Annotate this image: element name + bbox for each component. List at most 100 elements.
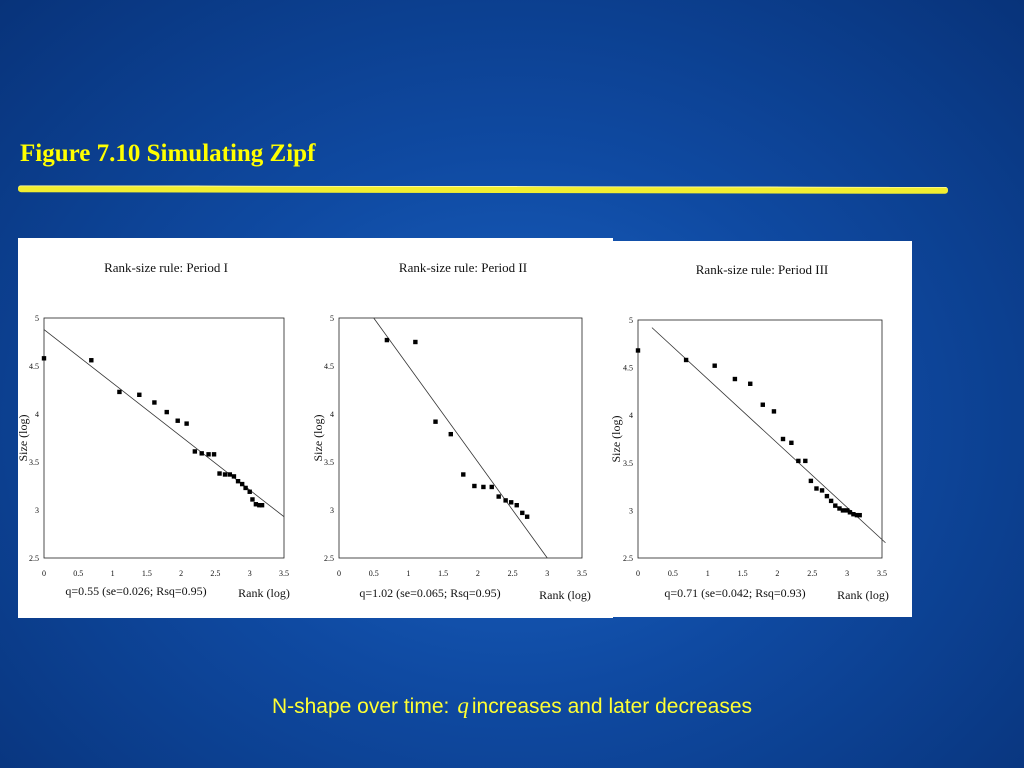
x-axis-label: Rank (log) (238, 586, 290, 600)
data-point (732, 376, 738, 382)
x-tick-label: 2 (179, 569, 183, 578)
data-point (243, 485, 248, 491)
plot-frame (637, 319, 883, 559)
x-tick-label: 2.5 (807, 569, 817, 578)
trend-line (651, 327, 886, 544)
data-point (199, 451, 204, 456)
data-point (239, 481, 245, 487)
caption-suffix: increases and later decreases (471, 695, 753, 718)
data-point (780, 436, 786, 442)
chart-title: Rank-size rule: Period II (399, 260, 527, 275)
x-tick-label: 3.5 (577, 569, 587, 578)
data-point (117, 389, 122, 395)
data-point (789, 440, 794, 446)
y-tick-label: 2.5 (29, 554, 39, 563)
data-point (164, 409, 169, 415)
data-point (796, 458, 801, 464)
data-point (175, 418, 180, 423)
x-tick-label: 1 (406, 569, 410, 578)
y-tick-label: 3 (629, 506, 633, 515)
y-axis-label: Size (log) (16, 415, 30, 462)
y-tick-label: 3.5 (29, 458, 39, 467)
data-point (489, 484, 494, 490)
slide-caption: N-shape over time: q increases and later d… (0, 693, 1024, 719)
data-point (808, 478, 814, 484)
data-point (227, 472, 233, 477)
caption-prefix: N-shape over time: (271, 695, 450, 718)
data-point (448, 431, 453, 437)
x-tick-label: 0.5 (668, 569, 678, 578)
x-tick-label: 0 (42, 569, 46, 578)
x-tick-label: 1.5 (438, 569, 448, 578)
data-point (760, 402, 765, 407)
data-point (461, 472, 466, 477)
data-point (192, 449, 198, 454)
y-tick-label: 5 (330, 314, 334, 323)
data-point (259, 503, 265, 508)
caption-variable: q (457, 693, 469, 718)
data-point (814, 486, 819, 491)
chart-period-2: Rank-size rule: Period II 2.5 3 3.5 4 4.5 5 0 0.… (311, 260, 591, 602)
data-point (384, 337, 390, 343)
x-tick-label: 2.5 (210, 569, 220, 578)
x-tick-label: 3 (845, 569, 849, 578)
x-tick-label: 2.5 (508, 569, 518, 578)
y-tick-label: 2.5 (324, 554, 334, 563)
data-point (712, 363, 717, 368)
y-tick-label: 5 (629, 316, 633, 325)
x-tick-label: 2 (775, 569, 779, 578)
data-point (503, 498, 508, 503)
data-point (851, 512, 856, 517)
fit-statistics-note: q=0.71 (se=0.042; Rsq=0.93) (664, 586, 805, 600)
data-point (247, 489, 252, 494)
data-point (206, 452, 211, 457)
y-axis-label: Size (log) (311, 415, 325, 462)
data-point (771, 409, 777, 414)
data-point (854, 512, 860, 518)
x-tick-label: 3 (248, 569, 252, 578)
plot-frame (43, 317, 285, 559)
data-point (41, 356, 47, 361)
data-point (833, 503, 838, 508)
data-point (137, 392, 142, 397)
data-point (508, 500, 514, 505)
x-tick-label: 0.5 (369, 569, 379, 578)
y-tick-label: 5 (35, 314, 39, 323)
trend-line (43, 329, 285, 518)
x-tick-label: 3.5 (877, 569, 887, 578)
y-tick-label: 4 (35, 410, 39, 419)
y-tick-label: 4.5 (29, 362, 39, 371)
y-tick-label: 3.5 (623, 459, 633, 468)
chart-period-1: Rank-size rule: Period I 2.5 3 3.5 4 4.5 5 0 0.5… (16, 260, 290, 600)
y-tick-label: 3 (330, 506, 334, 515)
x-tick-label: 1.5 (738, 569, 748, 578)
figure-panel (18, 238, 613, 618)
data-point (524, 514, 530, 519)
x-tick-label: 1 (111, 569, 115, 578)
y-tick-label: 4 (330, 410, 334, 419)
data-point (844, 508, 850, 513)
data-point (235, 479, 241, 484)
data-point (231, 474, 237, 479)
data-point (250, 497, 255, 502)
x-tick-label: 2 (476, 569, 480, 578)
data-point (837, 506, 842, 511)
data-point (433, 419, 438, 424)
data-point (89, 358, 94, 363)
plot-frame (338, 317, 583, 559)
data-point (819, 488, 825, 493)
data-point (413, 339, 418, 345)
chart-title: Rank-size rule: Period III (696, 262, 828, 277)
chart-title: Rank-size rule: Period I (104, 260, 228, 275)
data-point (152, 400, 157, 405)
slide-title: Figure 7.10 Simulating Zipf (20, 140, 316, 167)
y-tick-label: 4.5 (623, 364, 633, 373)
x-axis-label: Rank (log) (837, 588, 889, 602)
data-point (184, 421, 189, 426)
fit-statistics-note: q=1.02 (se=0.065; Rsq=0.95) (359, 586, 500, 600)
x-tick-label: 0 (337, 569, 341, 578)
x-axis-label: Rank (log) (539, 588, 591, 602)
data-point (803, 458, 808, 464)
x-tick-label: 1 (706, 569, 710, 578)
data-point (520, 510, 525, 516)
